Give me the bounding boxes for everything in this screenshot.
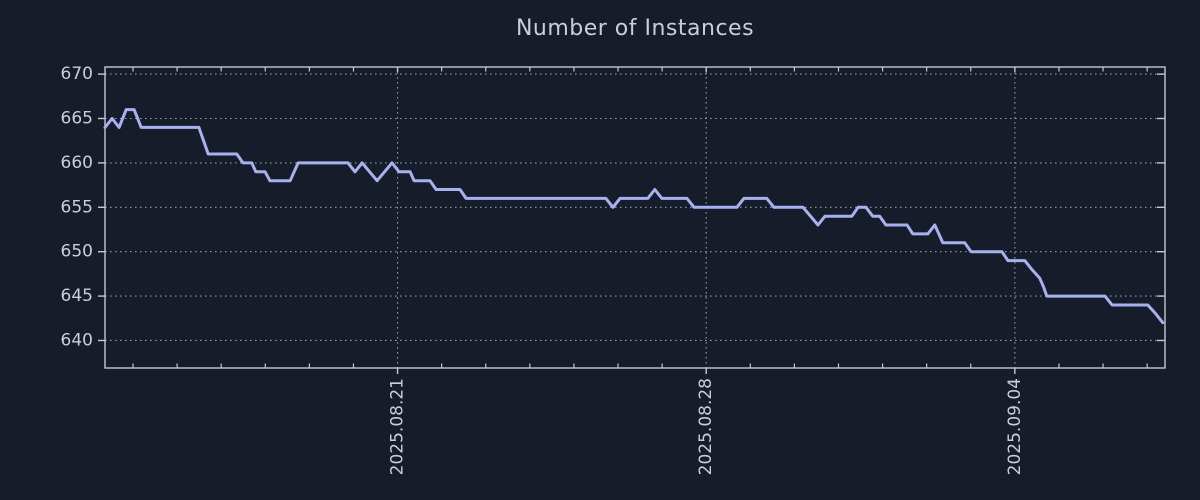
plot-frame <box>104 66 1166 369</box>
x-tick-label: 2025.08.28 <box>696 378 716 475</box>
x-tick-label: 2025.09.04 <box>1005 378 1025 475</box>
y-tick-label: 650 <box>61 242 93 262</box>
y-tick-label: 670 <box>61 64 93 84</box>
y-tick-label: 665 <box>61 108 93 128</box>
y-tick-label: 645 <box>61 286 93 306</box>
chart-title: Number of Instances <box>515 16 755 41</box>
y-tick-label: 640 <box>61 330 93 350</box>
y-tick-label: 660 <box>61 153 93 173</box>
y-tick-label: 655 <box>61 197 93 217</box>
series-line <box>103 108 1165 325</box>
x-tick-label: 2025.08.21 <box>388 378 408 475</box>
